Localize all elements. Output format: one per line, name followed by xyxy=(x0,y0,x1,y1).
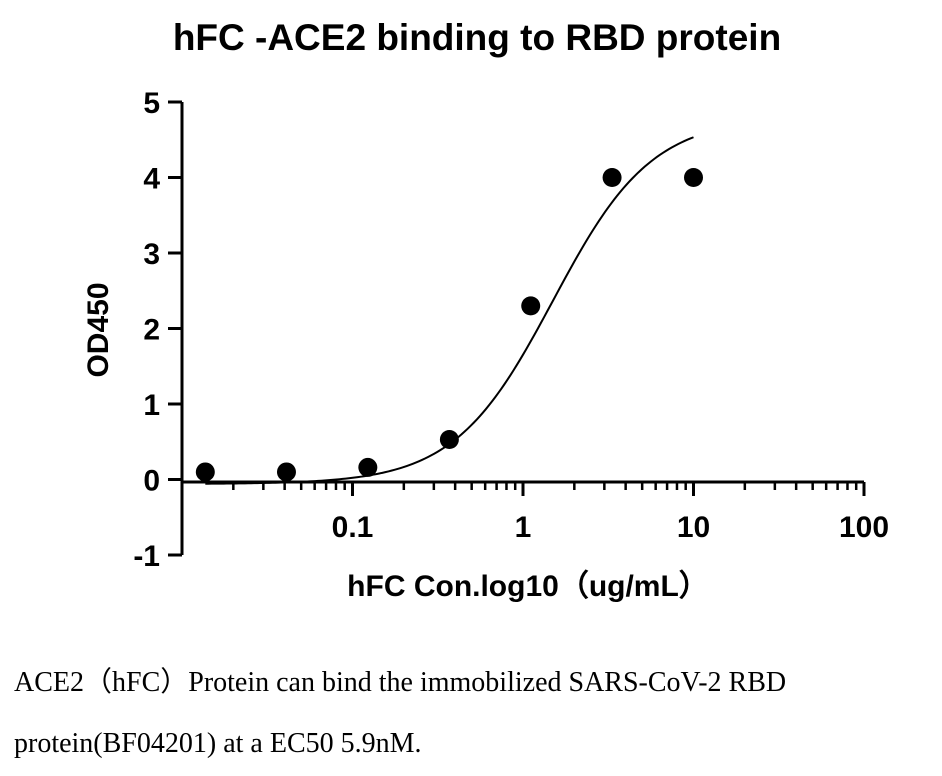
data-point xyxy=(276,462,296,482)
data-points xyxy=(195,168,703,482)
y-tick-label: 2 xyxy=(143,314,160,347)
data-point xyxy=(195,462,215,482)
y-tick-label: -1 xyxy=(133,540,160,573)
caption-line-2: protein(BF04201) at a EC50 5.9nM. xyxy=(14,728,422,759)
y-axis-label: OD450 xyxy=(82,282,115,377)
x-tick-label: 100 xyxy=(839,511,889,544)
data-point xyxy=(439,429,459,449)
y-tick-label: 5 xyxy=(143,87,160,120)
x-tick-label: 10 xyxy=(677,511,710,544)
chart-title: hFC -ACE2 binding to RBD protein xyxy=(173,17,781,58)
data-point xyxy=(521,296,541,316)
y-tick-label: 0 xyxy=(143,465,160,498)
caption-line-1: ACE2（hFC）Protein can bind the immobilize… xyxy=(14,667,787,698)
y-tick-label: 4 xyxy=(143,163,160,196)
y-tick-label: 1 xyxy=(143,389,160,422)
x-tick-label: 0.1 xyxy=(332,511,374,544)
binding-chart: hFC -ACE2 binding to RBD protein -1 0 1 2 3 4… xyxy=(82,17,889,603)
data-point xyxy=(602,168,622,187)
x-axis: 0.1 1 10 100 xyxy=(182,480,889,544)
y-axis: -1 0 1 2 3 4 5 xyxy=(133,87,184,573)
x-axis-label: hFC Con.log10（ug/mL） xyxy=(347,569,709,603)
y-tick-label: 3 xyxy=(143,238,160,271)
data-point xyxy=(358,457,378,477)
x-tick-label: 1 xyxy=(515,511,532,544)
data-point xyxy=(684,168,703,187)
